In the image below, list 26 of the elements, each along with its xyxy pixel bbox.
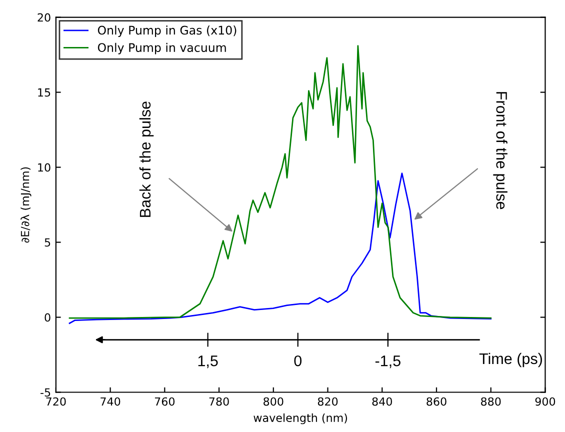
y-tick-label: -5 xyxy=(40,388,50,397)
x-tick-label: 820 xyxy=(318,397,338,406)
x-tick-label: 740 xyxy=(100,397,120,406)
x-tick-label: 800 xyxy=(264,397,284,406)
y-axis-title: ∂E/∂λ (mJ/nm) xyxy=(20,167,32,243)
x-tick-label: 780 xyxy=(209,397,229,406)
x-tick-label: 880 xyxy=(481,397,501,406)
x2-axis-title: Time (ps) xyxy=(479,352,542,368)
legend-label: Only Pump in vacuum xyxy=(98,42,226,54)
y-tick-label: 15 xyxy=(38,88,50,97)
y-tick-label: 10 xyxy=(38,163,50,172)
x2-tick-label: 0 xyxy=(294,355,302,366)
x-tick-label: 760 xyxy=(154,397,175,406)
x2-tick-label: 1,5 xyxy=(198,356,218,368)
x-axis-title: wavelength (nm) xyxy=(254,413,348,424)
x-tick-label: 900 xyxy=(535,397,556,406)
x2-tick-label: -1,5 xyxy=(375,356,400,368)
legend-label: Only Pump in Gas (x10) xyxy=(98,26,236,37)
y-tick-label: 20 xyxy=(38,13,50,22)
x-tick-label: 860 xyxy=(426,397,446,406)
x-tick-label: 720 xyxy=(46,397,66,406)
annotation: Front of the pulse xyxy=(493,92,508,210)
annotation: Back of the pulse xyxy=(139,102,154,217)
x-tick-label: 840 xyxy=(372,397,392,406)
y-tick-label: 0 xyxy=(44,313,50,322)
y-tick-label: 5 xyxy=(44,238,50,247)
